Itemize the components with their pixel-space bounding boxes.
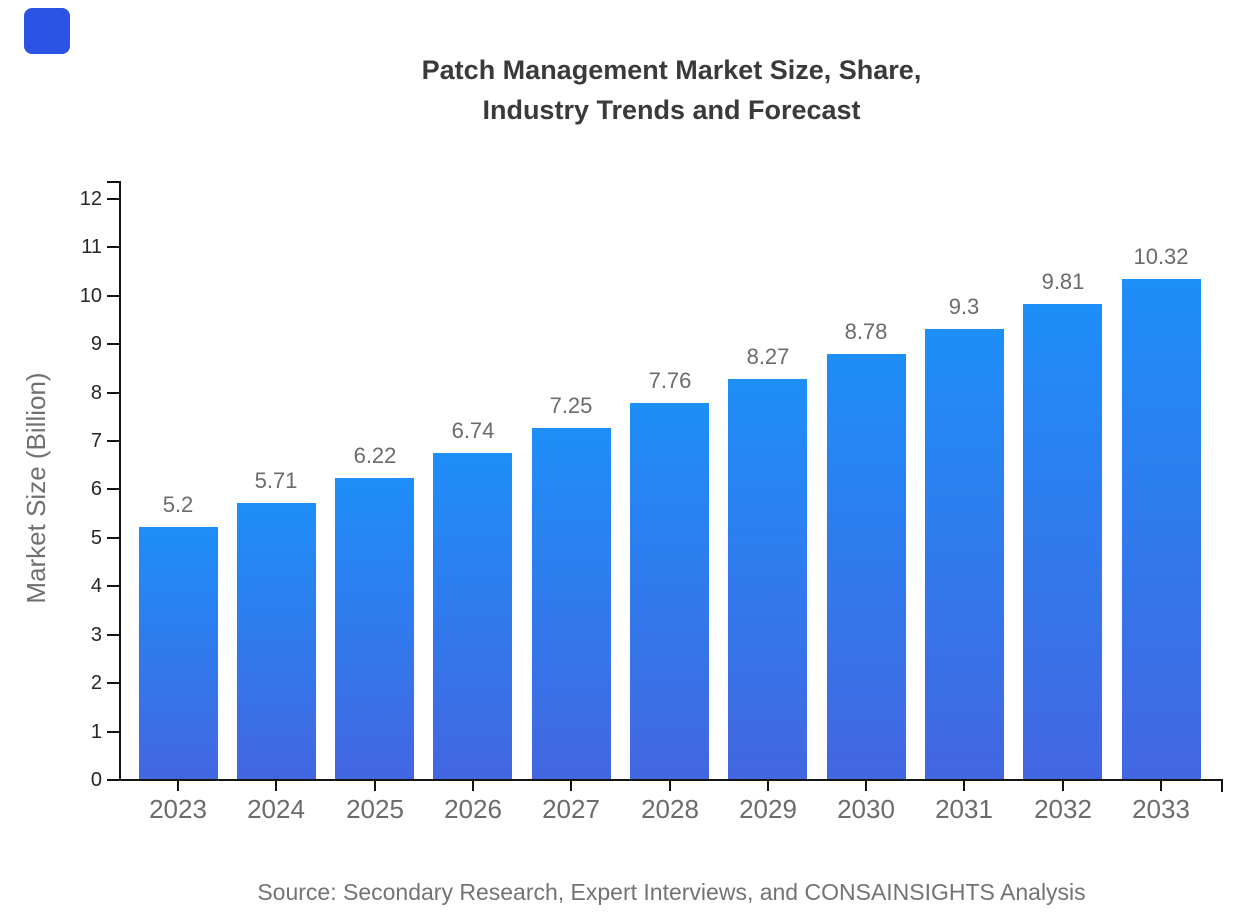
bar-value-label: 10.32 <box>1133 244 1189 269</box>
x-tick <box>1160 781 1162 791</box>
y-tick-label: 2 <box>90 672 102 695</box>
bar-2028 <box>630 403 709 779</box>
brand-logo <box>24 8 70 54</box>
bar-2027 <box>532 428 611 779</box>
chart-title-line1: Patch Management Market Size, Share, <box>421 55 922 85</box>
y-tick <box>107 730 119 733</box>
x-tick <box>177 781 179 791</box>
y-tick-label: 10 <box>79 284 102 307</box>
bar-2033 <box>1122 279 1201 779</box>
x-tick <box>767 781 769 791</box>
bar-2026 <box>433 453 512 779</box>
y-tick-label: 11 <box>81 236 102 259</box>
x-tick-label: 2027 <box>542 794 600 824</box>
x-tick-label: 2031 <box>935 794 993 824</box>
x-tick-label: 2024 <box>247 794 305 824</box>
x-tick-label: 2025 <box>346 794 404 824</box>
bar-2032 <box>1023 304 1102 779</box>
y-tick-label: 12 <box>79 187 102 210</box>
bar-value-label: 9.81 <box>1041 269 1085 294</box>
x-tick-label: 2023 <box>149 794 207 824</box>
bar-2030 <box>827 354 906 779</box>
chart-title-line2: Industry Trends and Forecast <box>482 95 861 125</box>
y-tick-label: 1 <box>90 720 102 743</box>
x-tick <box>865 781 867 791</box>
y-axis-end-cap <box>107 181 119 183</box>
bar-value-label: 7.76 <box>648 368 692 393</box>
bar-value-label: 7.25 <box>549 393 593 418</box>
y-tick <box>107 343 119 346</box>
bar-2029 <box>728 379 807 779</box>
bar-value-label: 5.71 <box>254 468 298 493</box>
y-tick-label: 8 <box>90 381 102 404</box>
y-tick-label: 0 <box>90 769 102 791</box>
y-tick-label: 4 <box>90 575 102 598</box>
y-tick-label: 5 <box>90 526 102 549</box>
bar-value-label: 6.74 <box>451 418 495 443</box>
bar-2023 <box>139 527 218 779</box>
y-tick <box>107 633 119 636</box>
bar-2024 <box>237 503 316 779</box>
x-axis-end-cap <box>1221 779 1223 792</box>
x-tick <box>1062 781 1064 791</box>
x-axis-line <box>119 779 1223 781</box>
y-tick <box>107 197 119 200</box>
y-tick <box>107 779 119 781</box>
chart-title: Patch Management Market Size, Share, Ind… <box>121 50 1222 130</box>
x-tick-label: 2030 <box>837 794 895 824</box>
x-tick <box>374 781 376 791</box>
x-tick <box>275 781 277 791</box>
bar-value-label: 8.27 <box>746 344 790 369</box>
x-tick-label: 2028 <box>641 794 699 824</box>
bar-value-label: 6.22 <box>353 443 397 468</box>
y-tick <box>107 682 119 685</box>
y-tick <box>107 246 119 249</box>
y-tick-label: 7 <box>90 430 102 453</box>
y-tick-label: 3 <box>90 623 102 646</box>
y-tick <box>107 585 119 588</box>
y-tick <box>107 536 119 539</box>
y-axis-line <box>119 181 121 781</box>
y-tick <box>107 391 119 394</box>
y-tick-label: 9 <box>90 333 102 356</box>
x-tick-label: 2032 <box>1034 794 1092 824</box>
x-tick-label: 2029 <box>739 794 797 824</box>
x-tick <box>963 781 965 791</box>
x-tick-label: 2033 <box>1132 794 1190 824</box>
y-tick <box>107 488 119 491</box>
x-tick <box>669 781 671 791</box>
bar-2025 <box>335 478 414 779</box>
x-tick <box>570 781 572 791</box>
y-tick <box>107 440 119 443</box>
bar-value-label: 5.2 <box>162 492 194 517</box>
source-caption: Source: Secondary Research, Expert Inter… <box>257 879 1086 905</box>
bar-2031 <box>925 329 1004 779</box>
x-tick <box>472 781 474 791</box>
y-tick-label: 6 <box>90 478 102 501</box>
x-tick-label: 2026 <box>444 794 502 824</box>
y-tick <box>107 294 119 297</box>
bar-value-label: 8.78 <box>844 319 888 344</box>
bar-value-label: 9.3 <box>948 294 980 319</box>
